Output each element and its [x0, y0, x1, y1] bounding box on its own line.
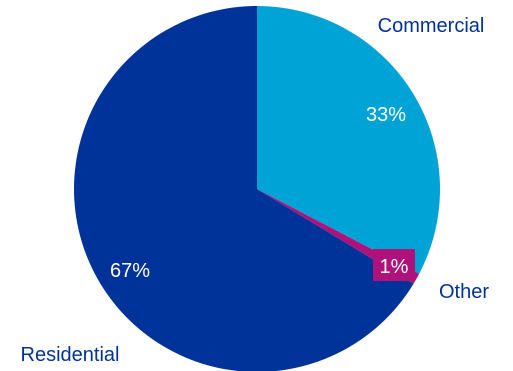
pie-slices [74, 6, 440, 371]
pie-slice-residential [74, 6, 414, 371]
slice-value-label-other: 1% [380, 256, 409, 278]
category-label-residential: Residential [21, 344, 120, 366]
slice-value-label-commercial: 33% [366, 104, 406, 126]
category-label-other: Other [439, 281, 489, 303]
slice-value-label-residential: 67% [110, 260, 150, 282]
pie-slice-commercial [257, 6, 440, 274]
category-label-commercial: Commercial [378, 15, 485, 37]
value-badge-bg [373, 249, 415, 281]
slice-value-badge-other: 1% [373, 249, 415, 281]
